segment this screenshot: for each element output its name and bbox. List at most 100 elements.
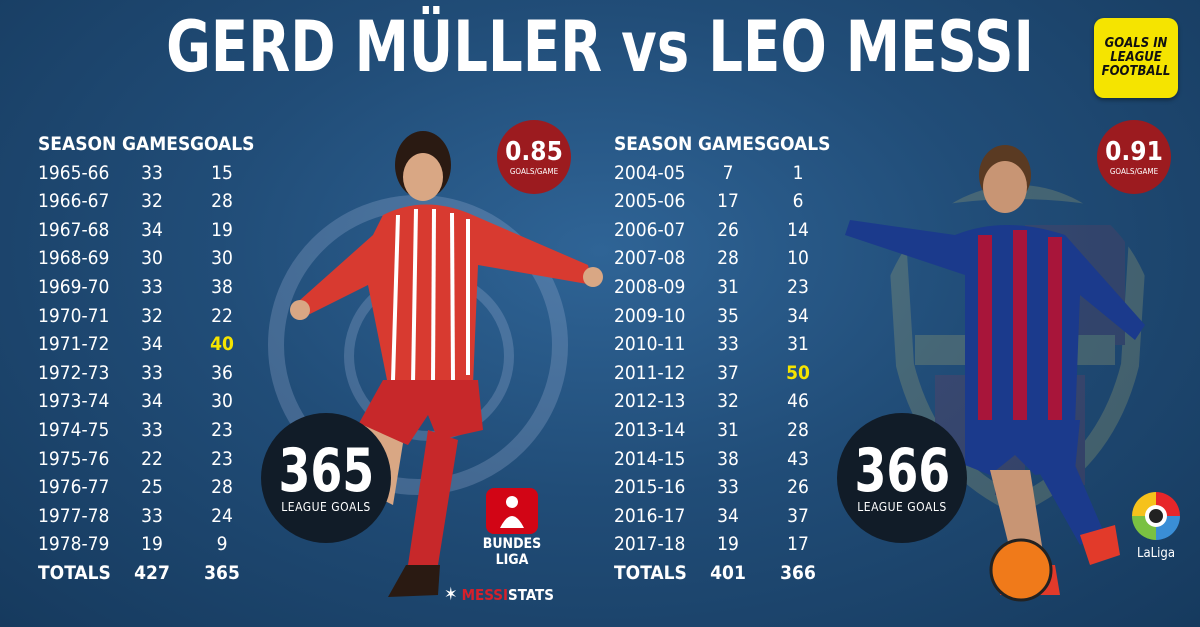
season-cell: SEASON: [614, 133, 693, 155]
season-cell: 1969-70: [38, 276, 110, 298]
season-cell: 1975-76: [38, 447, 110, 470]
games-cell: GAMES: [698, 133, 767, 155]
goals-cell: 9: [216, 533, 228, 556]
goals-cell: 43: [787, 447, 809, 470]
season-cell: 1972-73: [38, 361, 110, 384]
muller-ratio-label: GOALS/GAME: [509, 166, 559, 176]
goals-cell: 23: [211, 419, 233, 441]
season-cell: 1974-75: [38, 419, 110, 441]
goals-cell: 15: [211, 161, 233, 184]
games-cell: 32: [717, 390, 739, 413]
goals-cell: 31: [787, 333, 809, 356]
season-cell: 2014-15: [614, 447, 686, 470]
goals-cell: 40: [210, 333, 234, 356]
goals-cell: 23: [211, 447, 233, 470]
season-cell: 1968-69: [38, 247, 110, 270]
games-cell: 25: [141, 476, 163, 499]
goals-cell: 1: [792, 161, 804, 184]
games-cell: 7: [722, 161, 734, 184]
season-cell: 2005-06: [614, 190, 686, 213]
goals-cell: 17: [787, 533, 809, 556]
season-cell: 2013-14: [614, 419, 686, 441]
goals-cell: 50: [786, 361, 810, 384]
season-cell: 1973-74: [38, 390, 110, 413]
messistats-logo-part2: STATS: [508, 586, 554, 604]
season-cell: 2011-12: [614, 361, 686, 384]
games-cell: 37: [717, 361, 739, 384]
games-cell: 22: [141, 447, 163, 470]
season-cell: 2017-18: [614, 533, 686, 556]
leo-messi-photo: [845, 145, 1145, 602]
muller-league-goals: 365 LEAGUE GOALS: [261, 413, 391, 543]
goals-cell: 366: [780, 562, 816, 584]
season-cell: 1978-79: [38, 533, 110, 556]
season-cell: SEASON: [38, 133, 117, 155]
season-cell: 2008-09: [614, 276, 686, 298]
muller-league-goals-value: 365: [278, 436, 374, 506]
laliga-logo: LaLiga: [1126, 488, 1186, 568]
goals-cell: 6: [792, 190, 804, 213]
games-cell: GAMES: [122, 133, 191, 155]
star-icon: ✶: [444, 584, 458, 605]
messi-league-goals-value: 366: [854, 436, 950, 506]
games-cell: 33: [141, 276, 163, 298]
goals-cell: 37: [787, 504, 809, 527]
season-cell: 2007-08: [614, 247, 686, 270]
messi-ratio-label: GOALS/GAME: [1109, 166, 1159, 176]
goals-cell: 24: [211, 504, 233, 527]
games-cell: 38: [717, 447, 739, 470]
muller-stats-table: SEASON GAMES GOALS 1965-66 33 15 1966-67 32 28 19…: [38, 130, 268, 610]
goals-in-league-badge: GOALS IN LEAGUE FOOTBALL: [1094, 18, 1178, 98]
games-cell: 31: [717, 419, 739, 441]
muller-goals-per-game: 0.85 GOALS/GAME: [497, 120, 571, 194]
bundesliga-logo-text: BUNDES LIGA: [482, 536, 542, 568]
season-cell: 1967-68: [38, 218, 110, 241]
games-cell: 33: [141, 361, 163, 384]
page-title: GERD MÜLLER vs LEO MESSI: [166, 6, 1034, 88]
games-cell: 31: [717, 276, 739, 298]
messi-ratio-value: 0.91: [1105, 136, 1163, 167]
games-cell: 34: [717, 504, 739, 527]
games-cell: 33: [717, 476, 739, 499]
goals-cell: 28: [211, 476, 233, 499]
season-cell: 2010-11: [614, 333, 686, 356]
games-cell: 32: [141, 190, 163, 213]
muller-ratio-value: 0.85: [505, 136, 563, 167]
season-cell: 1966-67: [38, 190, 110, 213]
season-cell: 1976-77: [38, 476, 110, 499]
games-cell: 17: [717, 190, 739, 213]
goals-cell: GOALS: [190, 133, 255, 155]
goals-cell: 19: [211, 218, 233, 241]
season-cell: TOTALS: [614, 562, 687, 584]
goals-cell: 22: [211, 304, 233, 327]
games-cell: 30: [141, 247, 163, 270]
season-cell: 2004-05: [614, 161, 686, 184]
goals-cell: 46: [787, 390, 809, 413]
season-cell: 2006-07: [614, 218, 686, 241]
bundesliga-logo: BUNDES LIGA: [480, 488, 544, 576]
games-cell: 401: [710, 562, 746, 584]
games-cell: 35: [717, 304, 739, 327]
games-cell: 34: [141, 333, 163, 356]
games-cell: 33: [717, 333, 739, 356]
goals-cell: 36: [211, 361, 233, 384]
goals-cell: 28: [211, 190, 233, 213]
games-cell: 34: [141, 390, 163, 413]
games-cell: 32: [141, 304, 163, 327]
season-cell: 1965-66: [38, 161, 110, 184]
goals-cell: 10: [787, 247, 809, 270]
messistats-logo-part1: MESSI: [461, 586, 509, 604]
messistats-logo: ✶ MESSISTATS: [444, 584, 554, 605]
games-cell: 33: [141, 161, 163, 184]
goals-cell: 38: [211, 276, 233, 298]
goals-cell: 14: [787, 218, 809, 241]
messi-league-goals-label: LEAGUE GOALS: [857, 500, 947, 514]
goals-cell: 365: [204, 562, 240, 584]
games-cell: 33: [141, 504, 163, 527]
games-cell: 28: [717, 247, 739, 270]
messi-stats-table: SEASON GAMES GOALS 2004-05 7 1 2005-06 17 6 2006-…: [614, 130, 844, 610]
season-cell: TOTALS: [38, 562, 111, 584]
season-cell: 2012-13: [614, 390, 686, 413]
season-cell: 2015-16: [614, 476, 686, 499]
games-cell: 33: [141, 419, 163, 441]
